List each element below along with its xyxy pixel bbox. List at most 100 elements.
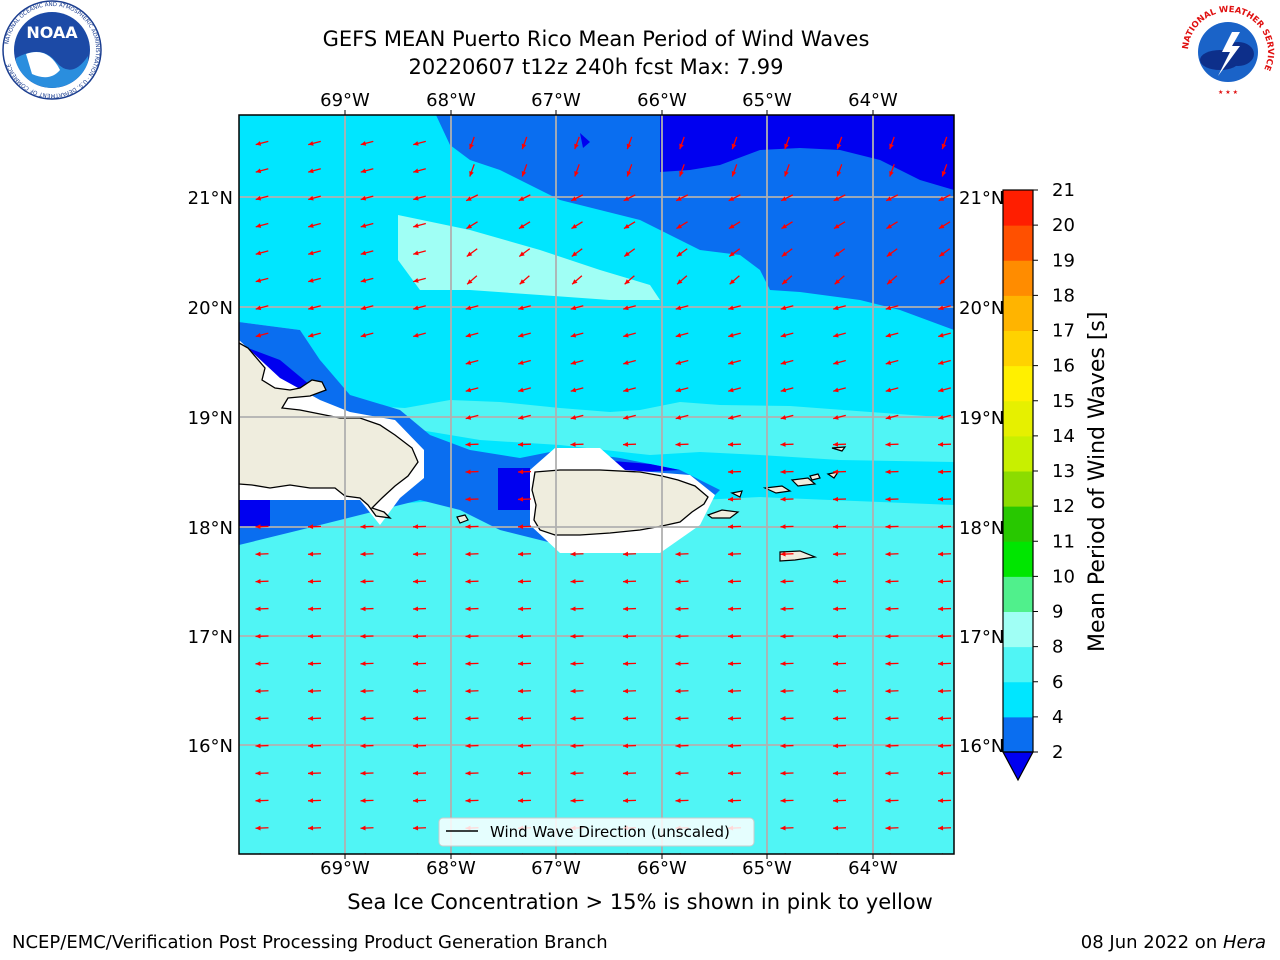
wind-direction-arrow-icon (780, 579, 794, 584)
wind-direction-arrow-icon (836, 136, 843, 150)
wind-direction-arrow-icon (885, 551, 899, 557)
wind-direction-arrow-icon (938, 305, 951, 311)
wind-direction-arrow-icon (622, 633, 637, 639)
wind-direction-arrow-icon (517, 743, 532, 749)
colorbar-labels: 2 4 6 8 9 10 11 12 13 14 15 16 17 18 19 20 21 (1033, 180, 1075, 763)
wind-direction-arrow-icon (675, 387, 689, 393)
lon-label-top: 64°W (848, 90, 898, 111)
wind-direction-arrow-icon (519, 275, 530, 285)
wind-direction-arrow-icon (518, 414, 531, 420)
wind-direction-arrow-icon (255, 770, 269, 776)
wind-direction-arrow-icon (570, 743, 584, 749)
wind-direction-arrow-icon (255, 140, 269, 146)
wind-direction-arrow-icon (360, 168, 374, 174)
wind-direction-arrow-icon (307, 661, 322, 667)
wind-direction-arrow-icon (626, 136, 633, 150)
wind-direction-arrow-icon (886, 248, 898, 257)
wind-direction-arrow-icon (255, 688, 269, 694)
wind-direction-arrow-icon (469, 136, 475, 150)
wind-direction-arrow-icon (360, 798, 374, 804)
wind-direction-arrow-icon (938, 194, 951, 202)
lon-label-top: 67°W (531, 90, 581, 111)
wind-direction-arrow-icon (937, 442, 952, 447)
wind-direction-arrow-icon (937, 661, 952, 667)
wind-direction-arrow-icon (833, 359, 846, 365)
chart-subtitle: 20220607 t12z 240h fcst Max: 7.99 (408, 55, 784, 79)
wind-direction-arrow-icon (465, 661, 479, 667)
wind-direction-arrow-icon (938, 414, 951, 420)
hispaniola-land (239, 342, 419, 519)
wind-direction-arrow-icon (675, 414, 689, 420)
wind-direction-arrow-icon (679, 164, 685, 177)
wind-direction-arrow-icon (937, 524, 952, 530)
wind-direction-arrow-icon (570, 798, 584, 804)
legend-label: Wind Wave Direction (unscaled) (490, 823, 730, 841)
colorbar-label: 10 (1052, 566, 1075, 587)
wind-direction-arrow-icon (780, 305, 794, 311)
wind-direction-arrow-icon (727, 798, 742, 804)
wind-direction-arrow-icon (832, 633, 847, 639)
wind-direction-arrow-icon (623, 248, 636, 257)
wind-direction-arrow-icon (255, 743, 269, 749)
colorbar-segment (1003, 260, 1033, 296)
wind-direction-arrow-icon (517, 496, 532, 502)
wind-direction-arrow-icon (517, 469, 532, 475)
wind-direction-arrow-icon (727, 606, 742, 612)
map-tick-marks (344, 110, 874, 859)
map-legend: Wind Wave Direction (unscaled) (438, 817, 755, 847)
lon-label-top: 66°W (637, 90, 687, 111)
wind-direction-arrow-icon (412, 633, 427, 639)
footer-machine: Hera (1222, 932, 1266, 953)
wind-direction-arrow-icon (465, 414, 479, 420)
wind-direction-arrow-icon (836, 164, 843, 177)
wind-direction-arrow-icon (676, 248, 688, 257)
wind-wave-direction-arrows (255, 136, 952, 854)
footer-date: 08 Jun 2022 on Hera (1081, 932, 1266, 953)
wind-direction-arrow-icon (833, 414, 846, 420)
wind-direction-arrow-icon (360, 688, 374, 694)
wind-direction-arrow-icon (780, 688, 794, 694)
wind-direction-arrow-icon (780, 633, 794, 639)
wind-direction-arrow-icon (885, 194, 899, 202)
wind-direction-arrow-icon (308, 332, 321, 338)
wind-direction-arrow-icon (255, 168, 269, 174)
wind-direction-arrow-icon (941, 164, 948, 177)
lon-label-top: 68°W (426, 90, 476, 111)
wind-direction-arrow-icon (832, 825, 847, 831)
wind-direction-arrow-icon (570, 194, 584, 202)
wind-direction-arrow-icon (728, 387, 741, 393)
lat-label-right: 17°N (959, 627, 1004, 648)
wind-direction-arrow-icon (780, 798, 794, 804)
wind-direction-arrow-icon (937, 579, 952, 584)
wind-direction-arrow-icon (307, 633, 322, 639)
wind-direction-arrow-icon (518, 305, 531, 311)
wind-direction-arrow-icon (413, 305, 426, 311)
st-john-island (790, 477, 817, 487)
wind-direction-arrow-icon (622, 688, 637, 694)
lon-label-top: 69°W (320, 90, 370, 111)
wave-period-2-4-zone-north (436, 115, 954, 330)
lat-label-right: 18°N (959, 518, 1004, 539)
colorbar-segment (1003, 400, 1033, 437)
wind-direction-arrow-icon (885, 442, 899, 447)
wind-direction-arrow-icon (360, 825, 374, 831)
footer-branch: NCEP/EMC/Verification Post Processing Pr… (12, 932, 608, 953)
wind-direction-arrow-icon (885, 743, 899, 749)
colorbar-label: 6 (1052, 672, 1063, 693)
lat-label-left: 21°N (188, 188, 233, 209)
wind-direction-arrow-icon (413, 250, 426, 256)
wind-direction-arrow-icon (832, 551, 847, 557)
wind-direction-arrow-icon (307, 770, 322, 776)
colorbar-segment (1003, 716, 1033, 753)
lon-label-bottom: 67°W (531, 858, 581, 879)
wind-direction-arrow-icon (731, 164, 738, 177)
wind-direction-arrow-icon (521, 164, 528, 177)
wind-direction-arrow-icon (727, 661, 742, 667)
sea-ice-note: Sea Ice Concentration > 15% is shown in … (347, 890, 933, 914)
wind-direction-arrow-icon (255, 551, 269, 557)
lat-label-left: 19°N (188, 408, 233, 429)
colorbar-label: 15 (1052, 391, 1075, 412)
wind-direction-arrow-icon (517, 633, 532, 639)
wind-direction-arrow-icon (570, 332, 584, 338)
footer-date-text: 08 Jun 2022 on (1080, 932, 1223, 953)
